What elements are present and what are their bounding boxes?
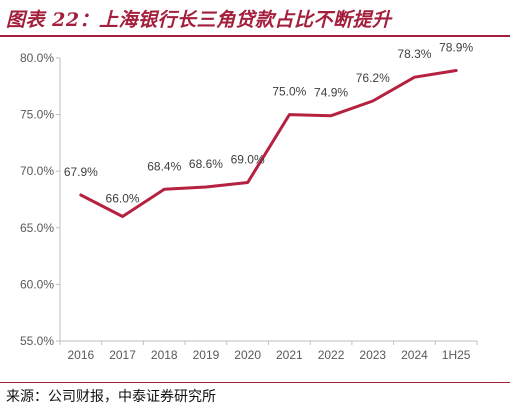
source-note: 来源：公司财报，中泰证券研究所 [6,389,216,405]
data-label: 68.6% [189,157,223,171]
data-label: 67.9% [64,165,98,179]
data-label: 68.4% [147,159,181,173]
x-tick-label: 2023 [359,348,386,362]
data-label: 78.9% [439,40,473,54]
title-divider [0,35,510,37]
line-chart: 55.0%60.0%65.0%70.0%75.0%80.0% 2016 2017 2… [20,40,478,362]
y-tick-label: 75.0% [20,108,54,122]
chart-title: 图表 22：上海银行长三角贷款占比不断提升 [6,9,392,31]
y-tick-label: 65.0% [20,221,54,235]
data-label: 75.0% [272,85,306,99]
data-label: 69.0% [231,153,265,167]
series-line [79,69,458,218]
data-label: 78.3% [397,47,431,61]
x-tick-label: 1H25 [442,348,471,362]
y-tick-label: 55.0% [20,334,54,348]
x-tick-label: 2022 [318,348,345,362]
data-label: 66.0% [106,191,140,205]
x-tick-label: 2018 [151,348,178,362]
x-tick-label: 2019 [193,348,220,362]
data-label: 74.9% [314,86,348,100]
x-axis: 2016 2017 2018 2019 2020 2021 2022 2023 2024 1H25 [59,340,478,362]
data-label: 76.2% [356,71,390,85]
x-tick-label: 2020 [234,348,261,362]
x-tick-label: 2021 [276,348,303,362]
y-tick-label: 60.0% [20,277,54,291]
series-line-group [79,69,458,218]
data-labels: 67.9% 66.0% 68.4% 68.6% 69.0% 75.0% 74.9% 76.2%… [64,40,474,205]
y-tick-label: 80.0% [20,51,54,65]
source-divider [0,382,510,383]
x-tick-label: 2024 [401,348,428,362]
x-tick-label: 2017 [109,348,136,362]
x-tick-label: 2016 [67,348,94,362]
y-tick-label: 70.0% [20,164,54,178]
y-axis: 55.0% 60.0% 65.0% 70.0% 75.0% 80.0% [20,51,61,348]
